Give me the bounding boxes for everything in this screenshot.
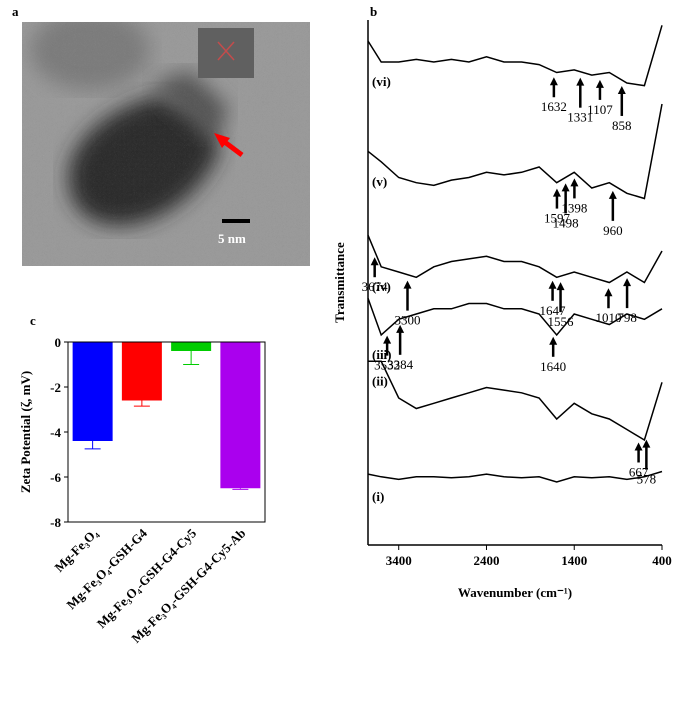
panel-label: b: [370, 4, 377, 19]
x-axis-label: Wavenumber (cm⁻¹): [458, 585, 572, 600]
y-axis-label: Transmittance: [332, 242, 347, 323]
peak-label: 1640: [540, 359, 566, 374]
peak-arrow-head: [549, 77, 558, 86]
y-tick-label: -4: [50, 425, 61, 440]
peak-arrow-head: [556, 282, 565, 291]
peak-label: 1498: [553, 215, 579, 230]
peak-label: 858: [612, 118, 632, 133]
peak-arrow-head: [552, 188, 561, 197]
peak-label: 1331: [567, 110, 593, 125]
peak-label: 1597: [544, 211, 571, 226]
series-label: (i): [372, 489, 384, 504]
panel-a: a 5 nm: [12, 4, 310, 266]
peak-arrow-head: [383, 335, 392, 344]
spectrum: [367, 234, 663, 284]
series-label: (vi): [372, 74, 391, 89]
peak-arrow-head: [642, 439, 651, 448]
tem-noise: [22, 22, 310, 266]
peak-arrow-head: [403, 280, 412, 289]
peak-label: 1107: [587, 102, 613, 117]
x-tick-label: Mg-Fe₃O₄: [51, 525, 100, 574]
peak-label: 1556: [548, 314, 575, 329]
panel-label: c: [30, 313, 36, 328]
spectrum: [367, 298, 663, 337]
peak-label: 798: [617, 310, 637, 325]
series-label: (iv): [372, 279, 391, 294]
peak-arrow-head: [623, 278, 632, 287]
x-tick-label: 3400: [386, 553, 412, 568]
peak-arrow-head: [570, 178, 579, 187]
bar: [171, 342, 212, 351]
peak-label: 3674: [362, 279, 389, 294]
peak-arrow-head: [617, 85, 626, 94]
spectrum: [367, 25, 663, 87]
x-tick-label: Mg-Fe₃O₄-GSH-G4-Cy5: [94, 525, 200, 631]
peak-arrow-head: [561, 183, 570, 192]
peak-arrow-head: [634, 442, 643, 451]
inset-lattice: [217, 41, 235, 61]
scale-bar-label: 5 nm: [218, 231, 246, 246]
spectrum: [367, 103, 663, 200]
series-label: (ii): [372, 373, 388, 388]
y-tick-label: -6: [50, 470, 61, 485]
spectrum: [368, 360, 663, 442]
peak-label: 667: [629, 464, 649, 479]
bar: [121, 342, 162, 401]
peak-arrow-head: [608, 190, 617, 199]
y-tick-label: -2: [50, 380, 61, 395]
x-tick-label: 2400: [473, 553, 499, 568]
panel-b: b 3400 2400 1400 400 Wavenumber (cm⁻¹) Transm…: [332, 4, 672, 600]
peak-arrow-head: [595, 79, 604, 88]
spectrum: [367, 470, 663, 483]
peak-arrow-head: [604, 288, 613, 297]
peak-arrow-head: [576, 77, 585, 86]
peak-label: 960: [603, 223, 623, 238]
x-tick-label: 400: [652, 553, 672, 568]
peak-label: 3384: [387, 357, 414, 372]
red-arrow-head: [214, 133, 230, 148]
panel-c: c 0-2-4-6-8Mg-Fe₃O₄Mg-Fe₃O₄-GSH-G4Mg-Fe₃…: [18, 313, 266, 646]
peak-arrow-head: [548, 280, 557, 289]
y-axis-label: Zeta Potential (ζ, mV): [18, 371, 33, 493]
peak-label: 1632: [541, 99, 567, 114]
bar: [220, 342, 261, 489]
peak-arrow-head: [549, 336, 558, 345]
peak-arrow-head: [370, 257, 379, 266]
peak-label: 3300: [394, 313, 420, 328]
inset: [198, 28, 254, 78]
bar: [72, 342, 113, 441]
peak-arrow-head: [396, 324, 405, 333]
y-tick-label: 0: [55, 335, 62, 350]
peak-label: 1398: [561, 200, 587, 215]
series-label: (v): [372, 174, 387, 189]
y-tick-label: -8: [50, 515, 61, 530]
x-tick-label: 1400: [561, 553, 587, 568]
plot-frame: [67, 341, 266, 523]
panel-label: a: [12, 4, 19, 19]
